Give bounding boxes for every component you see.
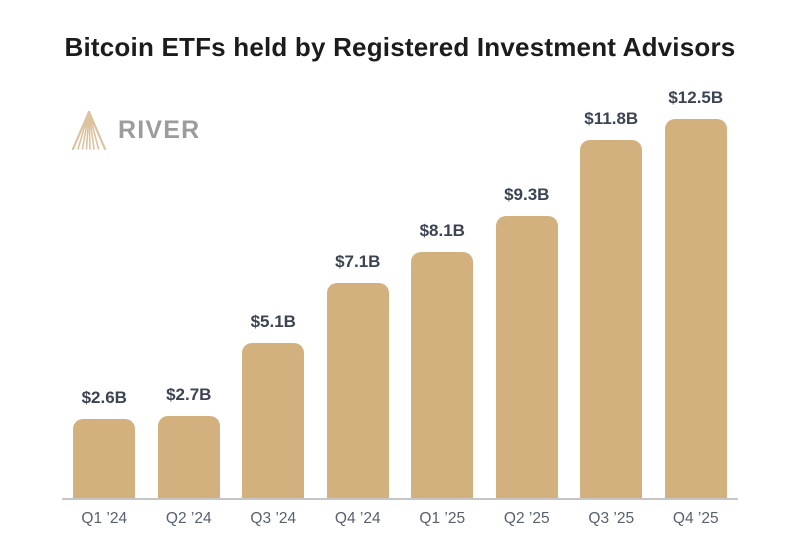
- bar: [664, 119, 727, 498]
- bar-column: $7.1B: [316, 252, 401, 498]
- bar-value-label: $11.8B: [584, 109, 639, 128]
- bar-value-label: $2.7B: [166, 385, 212, 404]
- bar-column: $8.1B: [400, 221, 485, 498]
- bar-value-label: $2.6B: [81, 388, 127, 407]
- x-axis-tick-label: Q4 ’24: [334, 510, 381, 527]
- bar-value-label: $5.1B: [250, 312, 296, 331]
- x-axis-tick-label: Q2 ’25: [503, 510, 550, 527]
- bar: [157, 416, 220, 498]
- bar: [411, 252, 474, 498]
- bar-column: $2.6B: [62, 388, 147, 498]
- bar-value-label: $8.1B: [419, 221, 465, 240]
- bar-value-label: $9.3B: [504, 185, 550, 204]
- x-axis-tick-label: Q3 ’25: [588, 510, 635, 527]
- x-axis-tick-label: Q1 ’24: [81, 510, 128, 527]
- x-axis-labels: Q1 ’24 Q2 ’24 Q3 ’24 Q4 ’24 Q1 ’25 Q2 ’25 Q3 ’…: [62, 509, 738, 528]
- x-axis-tick-label: Q3 ’24: [250, 510, 297, 527]
- bar-column: $11.8B: [569, 109, 654, 498]
- river-logo: RIVER: [70, 109, 200, 151]
- chart-title: Bitcoin ETFs held by Registered Investme…: [64, 32, 736, 62]
- bar: [73, 419, 136, 498]
- bar: [495, 216, 558, 498]
- bar-column: $12.5B: [654, 88, 739, 498]
- bar: [326, 283, 389, 498]
- river-delta-icon: [71, 110, 107, 151]
- x-axis-tick-label: Q1 ’25: [419, 510, 466, 527]
- x-axis-tick-label: Q2 ’24: [165, 510, 212, 527]
- bar-value-label: $7.1B: [335, 252, 381, 271]
- bars-row: $2.6B $2.7B $5.1B $7.1B $8.1B $9.3B $11.8B $12.…: [62, 86, 738, 498]
- x-axis-line: [62, 498, 738, 500]
- bar-value-label: $12.5B: [668, 88, 724, 107]
- bar-chart: $2.6B $2.7B $5.1B $7.1B $8.1B $9.3B $11.8B $12.…: [62, 86, 738, 528]
- bar-column: $9.3B: [485, 185, 570, 498]
- bar-column: $5.1B: [231, 312, 316, 498]
- bar: [580, 140, 643, 498]
- logo-brand-text: RIVER: [118, 115, 201, 144]
- bar: [242, 343, 305, 498]
- bar-column: $2.7B: [147, 385, 232, 498]
- x-axis-tick-label: Q4 ’25: [672, 510, 719, 527]
